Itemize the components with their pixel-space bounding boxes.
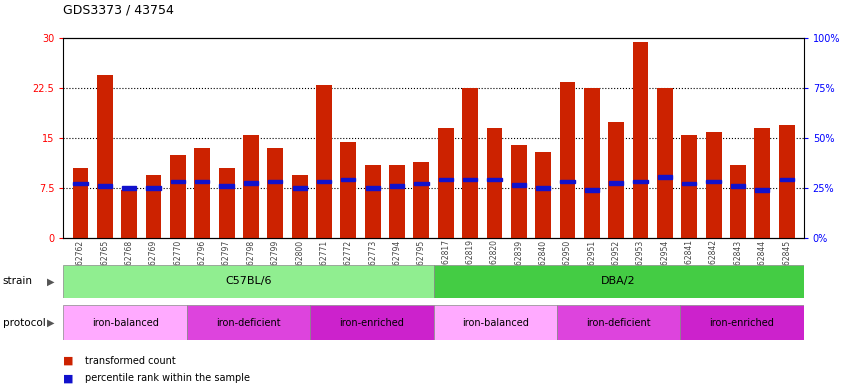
Bar (511, 145, 527, 238)
Bar (268, 180, 283, 183)
Bar (389, 165, 405, 238)
Text: iron-enriched: iron-enriched (710, 318, 774, 328)
Bar (317, 180, 331, 183)
Bar (536, 152, 551, 238)
Bar (512, 183, 526, 187)
Bar (97, 75, 113, 238)
Bar (731, 184, 745, 188)
Text: iron-balanced: iron-balanced (91, 318, 158, 328)
Bar (170, 155, 186, 238)
Bar (365, 165, 381, 238)
Text: GDS3373 / 43754: GDS3373 / 43754 (63, 4, 174, 17)
Text: ■: ■ (63, 373, 74, 383)
Bar (195, 180, 209, 183)
Text: ▶: ▶ (47, 318, 55, 328)
Bar (293, 186, 307, 190)
Bar (98, 184, 112, 188)
Bar (706, 132, 722, 238)
Bar (415, 182, 429, 185)
Bar (486, 128, 503, 238)
Bar (487, 178, 502, 181)
Bar (310, 305, 433, 340)
Bar (121, 190, 137, 238)
Bar (536, 186, 550, 190)
Bar (585, 188, 599, 192)
Bar (680, 305, 804, 340)
Text: iron-deficient: iron-deficient (586, 318, 651, 328)
Bar (219, 184, 233, 188)
Bar (682, 182, 696, 185)
Text: iron-deficient: iron-deficient (217, 318, 281, 328)
Bar (755, 128, 770, 238)
Bar (187, 305, 310, 340)
Bar (433, 305, 557, 340)
Text: percentile rank within the sample: percentile rank within the sample (85, 373, 250, 383)
Bar (243, 135, 259, 238)
Bar (414, 162, 429, 238)
Bar (438, 178, 453, 181)
Bar (73, 168, 89, 238)
Bar (244, 181, 258, 185)
Bar (218, 168, 234, 238)
Bar (122, 186, 136, 190)
Text: strain: strain (3, 276, 32, 286)
Text: C57BL/6: C57BL/6 (225, 276, 272, 286)
Text: ▶: ▶ (47, 276, 55, 286)
Bar (171, 180, 185, 183)
Bar (63, 265, 433, 298)
Bar (557, 305, 680, 340)
Bar (779, 178, 794, 181)
Bar (559, 82, 575, 238)
Bar (195, 148, 210, 238)
Bar (146, 175, 162, 238)
Bar (608, 122, 624, 238)
Bar (341, 178, 355, 181)
Text: iron-enriched: iron-enriched (339, 318, 404, 328)
Text: protocol: protocol (3, 318, 46, 328)
Bar (316, 85, 332, 238)
Bar (755, 188, 769, 192)
Bar (365, 186, 380, 190)
Text: ■: ■ (63, 356, 74, 366)
Bar (463, 178, 477, 181)
Bar (658, 175, 672, 179)
Text: DBA/2: DBA/2 (602, 276, 636, 286)
Bar (74, 182, 88, 185)
Bar (560, 180, 574, 183)
Bar (63, 305, 187, 340)
Bar (634, 180, 648, 183)
Text: iron-balanced: iron-balanced (462, 318, 529, 328)
Bar (340, 142, 356, 238)
Bar (292, 175, 308, 238)
Bar (146, 186, 161, 190)
Bar (462, 88, 478, 238)
Bar (584, 88, 600, 238)
Bar (730, 165, 746, 238)
Bar (657, 88, 673, 238)
Bar (681, 135, 697, 238)
Bar (633, 42, 649, 238)
Bar (778, 125, 794, 238)
Bar (438, 128, 453, 238)
Bar (706, 180, 721, 183)
Text: transformed count: transformed count (85, 356, 175, 366)
Bar (433, 265, 804, 298)
Bar (390, 184, 404, 188)
Bar (609, 181, 624, 185)
Bar (267, 148, 283, 238)
